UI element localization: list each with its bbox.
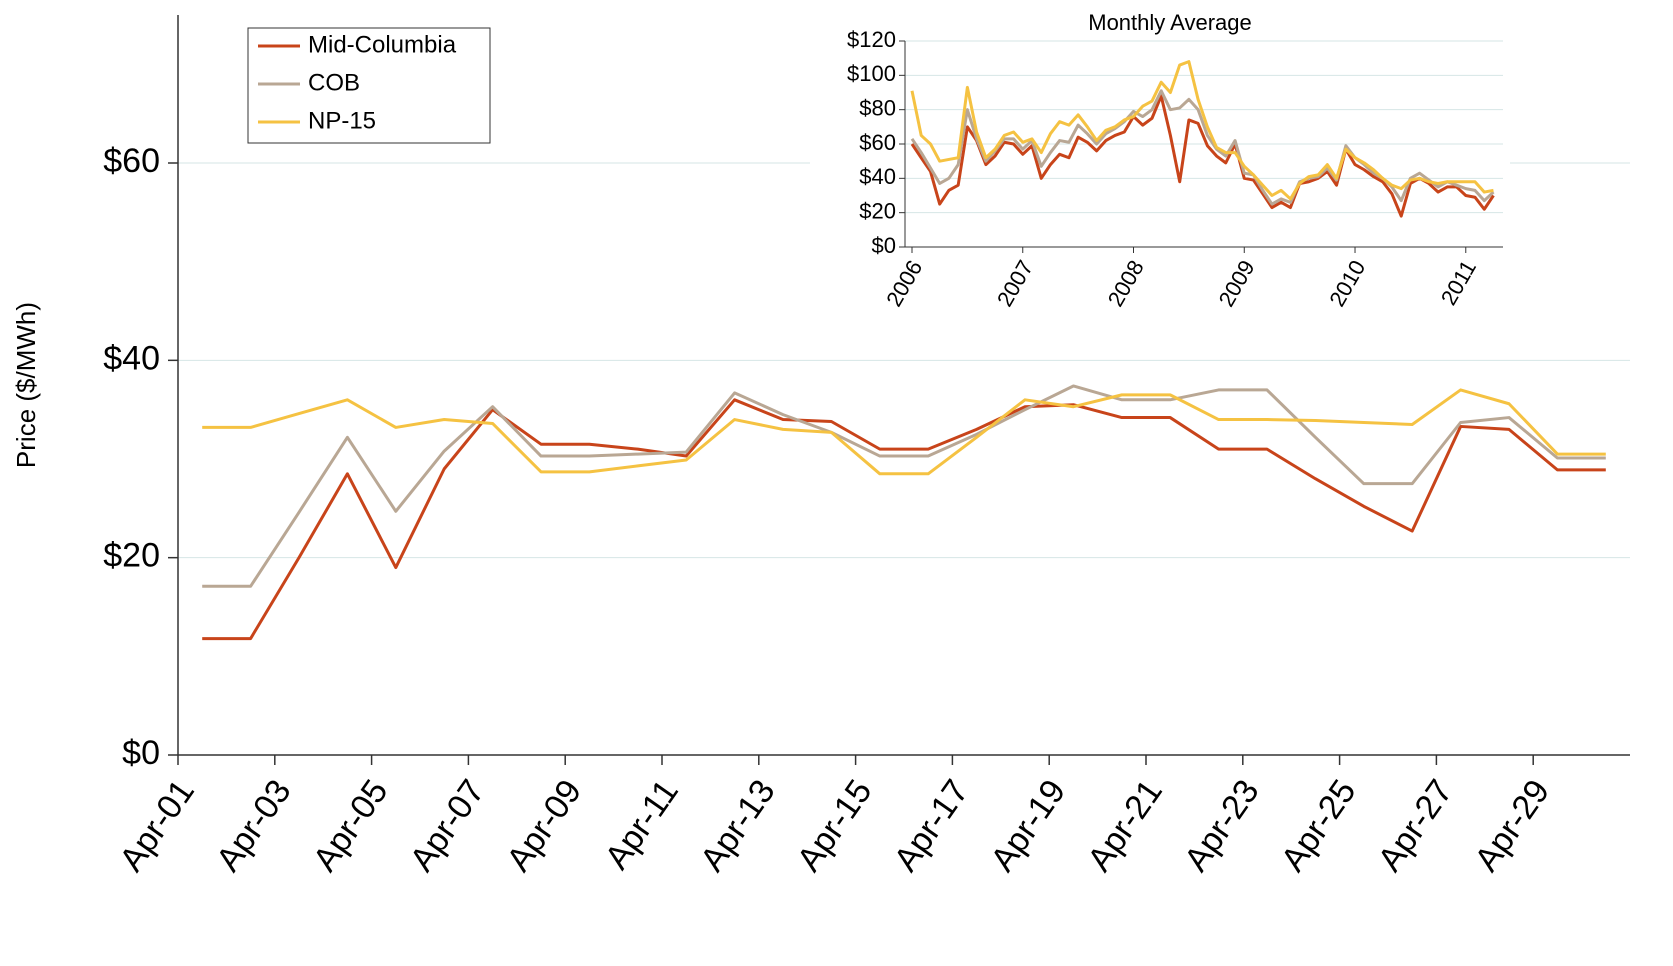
y-tick-label: $20 [103, 537, 160, 575]
x-tick-label: Apr-01 [112, 773, 202, 878]
series-line [202, 398, 1606, 641]
x-tick-label: Apr-17 [887, 773, 977, 878]
y-tick-label: $80 [859, 95, 896, 120]
x-tick-label: Apr-13 [693, 773, 783, 878]
legend-label: COB [308, 69, 360, 96]
x-tick-label: Apr-23 [1177, 773, 1267, 878]
inset-background [810, 5, 1510, 345]
series-line [910, 60, 1494, 201]
legend-label: NP-15 [308, 107, 376, 134]
inset-title: Monthly Average [1088, 10, 1251, 35]
x-tick-label: Apr-15 [790, 773, 880, 878]
y-tick-label: $40 [859, 164, 896, 189]
y-tick-label: $20 [859, 198, 896, 223]
x-tick-label: Apr-19 [983, 773, 1073, 878]
series-line [202, 388, 1606, 476]
series-line [910, 94, 1495, 218]
y-tick-label: $120 [847, 27, 896, 52]
y-tick-label: $100 [847, 61, 896, 86]
y-tick-label: $60 [103, 142, 160, 180]
x-tick-label: Apr-21 [1080, 773, 1170, 878]
series-line [910, 89, 1495, 206]
y-axis-label: Price ($/MWh) [11, 302, 41, 468]
x-tick-label: Apr-29 [1467, 773, 1557, 878]
x-tick-label: Apr-03 [209, 773, 299, 878]
x-tick-label: Apr-09 [499, 773, 589, 878]
x-tick-label: Apr-25 [1274, 773, 1364, 878]
series-line [202, 384, 1606, 588]
x-tick-label: Apr-05 [306, 773, 396, 878]
x-tick-label: Apr-27 [1371, 773, 1461, 878]
y-tick-label: $40 [103, 339, 160, 377]
y-tick-label: $60 [859, 130, 896, 155]
y-tick-label: $0 [872, 233, 896, 258]
x-tick-label: Apr-11 [598, 773, 686, 876]
x-tick-label: Apr-07 [403, 773, 493, 878]
legend-label: Mid-Columbia [308, 31, 457, 58]
y-tick-label: $0 [122, 734, 160, 772]
